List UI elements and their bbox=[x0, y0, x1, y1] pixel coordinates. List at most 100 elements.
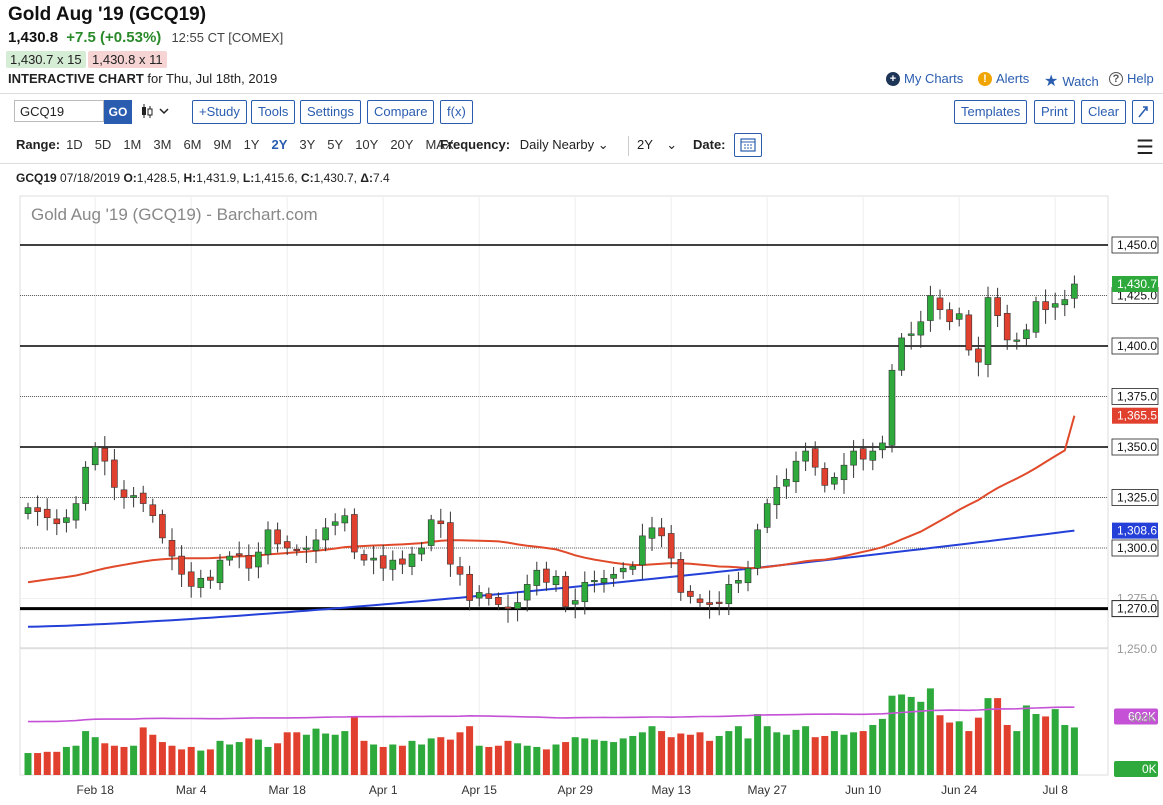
range-5y[interactable]: 5Y bbox=[327, 137, 344, 152]
tools-button[interactable]: Tools bbox=[251, 100, 296, 124]
volume-bar bbox=[235, 742, 243, 775]
volume-bar bbox=[994, 698, 1002, 775]
templates-button[interactable]: Templates bbox=[954, 100, 1028, 124]
ma200-tag: 1,308.6 bbox=[1117, 524, 1157, 538]
candle-body bbox=[360, 554, 368, 561]
volume-bar bbox=[446, 739, 454, 775]
candle-body bbox=[562, 575, 569, 607]
hamburger-menu-icon[interactable]: ☰ bbox=[1136, 137, 1154, 159]
range-1y[interactable]: 1Y bbox=[243, 137, 260, 152]
divider bbox=[0, 163, 1163, 164]
candle-body bbox=[495, 596, 502, 605]
print-button[interactable]: Print bbox=[1034, 100, 1075, 124]
fx-button[interactable]: f(x) bbox=[440, 100, 473, 124]
divider bbox=[0, 93, 1163, 94]
candle-body bbox=[619, 567, 627, 573]
candle-body bbox=[543, 568, 550, 583]
ma200-tag-box bbox=[1112, 522, 1158, 539]
volume-bar bbox=[408, 740, 416, 775]
candle-body bbox=[293, 548, 301, 552]
clear-button[interactable]: Clear bbox=[1081, 100, 1127, 124]
volume-bar bbox=[264, 746, 272, 775]
volume-bar bbox=[168, 745, 176, 775]
x-axis: Feb 18 Mar 4 Mar 18 Apr 1 Apr 15 Apr 29 May 13… bbox=[77, 783, 1069, 797]
calendar-button[interactable] bbox=[734, 133, 762, 157]
candle-body bbox=[274, 529, 281, 545]
volume-bar bbox=[216, 740, 224, 775]
go-button[interactable]: GO bbox=[104, 100, 132, 124]
ohlc-h-label: H: bbox=[183, 171, 197, 185]
settings-button[interactable]: Settings bbox=[300, 100, 361, 124]
candle-body bbox=[283, 541, 291, 549]
volume-bar bbox=[811, 737, 819, 775]
range-2y[interactable]: 2Y bbox=[271, 137, 288, 152]
candles bbox=[24, 275, 1078, 623]
volume-bar bbox=[907, 696, 915, 775]
candle-body bbox=[936, 297, 944, 310]
volume-bar bbox=[1061, 724, 1069, 775]
price-chart[interactable]: Gold Aug '19 (GCQ19) - Barchart.com 1,45… bbox=[0, 188, 1163, 805]
alerts-link[interactable]: ! Alerts bbox=[978, 71, 1029, 86]
volume-bar bbox=[360, 740, 368, 775]
candle-body bbox=[994, 297, 1001, 316]
candle-body bbox=[24, 507, 32, 514]
x-tick-label: Apr 15 bbox=[462, 783, 498, 797]
range-max[interactable]: MAX bbox=[425, 137, 454, 152]
candle-body bbox=[149, 504, 157, 516]
compare-button[interactable]: Compare bbox=[367, 100, 435, 124]
candle-body bbox=[552, 575, 560, 586]
symbol-input[interactable]: GCQ19 bbox=[14, 100, 104, 122]
price-tag bbox=[1111, 539, 1159, 557]
candle-body bbox=[139, 492, 147, 504]
candle-body bbox=[658, 527, 665, 537]
help-link[interactable]: ? Help bbox=[1109, 71, 1154, 86]
period-select[interactable]: 2Y ⌄ bbox=[637, 137, 677, 153]
volume-bar bbox=[754, 714, 762, 775]
frequency-select[interactable]: Frequency: Daily Nearby ⌄ bbox=[440, 137, 609, 153]
range-1m[interactable]: 1M bbox=[123, 137, 142, 152]
volume-bar bbox=[43, 751, 51, 775]
candle-body bbox=[783, 479, 790, 487]
volume-bar bbox=[523, 745, 531, 775]
y-tick-label: 1,250.0 bbox=[1117, 642, 1157, 656]
volume-bar bbox=[946, 722, 954, 775]
range-20y[interactable]: 20Y bbox=[390, 137, 414, 152]
candle-body bbox=[235, 553, 243, 556]
study-button[interactable]: +Study bbox=[192, 100, 247, 124]
ohlc-d-label: Δ: bbox=[360, 171, 373, 185]
my-charts-link[interactable]: + My Charts bbox=[886, 71, 963, 86]
volume-bar bbox=[139, 727, 147, 775]
candle-body bbox=[504, 606, 512, 609]
volume-bar bbox=[581, 738, 589, 775]
volume-zero-label: 0K bbox=[1142, 762, 1157, 776]
candle-body bbox=[581, 582, 589, 603]
range-9m[interactable]: 9M bbox=[213, 137, 232, 152]
expand-button[interactable] bbox=[1132, 100, 1154, 124]
chart-type-selector[interactable] bbox=[140, 102, 172, 125]
candle-body bbox=[821, 468, 829, 486]
candle-body bbox=[466, 573, 473, 601]
volume-bar bbox=[398, 745, 406, 775]
watch-link[interactable]: ★ Watch bbox=[1044, 71, 1099, 91]
volume-bar bbox=[91, 737, 99, 775]
volume-bar bbox=[1003, 724, 1011, 775]
candle-body bbox=[331, 521, 339, 526]
date-label: Date: bbox=[693, 137, 726, 152]
range-3y[interactable]: 3Y bbox=[299, 137, 316, 152]
support-tag: 1,270.0 bbox=[1117, 602, 1157, 616]
range-3m[interactable]: 3M bbox=[153, 137, 172, 152]
frequency-value: Daily Nearby bbox=[519, 137, 595, 152]
range-6m[interactable]: 6M bbox=[183, 137, 202, 152]
volume-bar bbox=[898, 694, 906, 775]
range-5d[interactable]: 5D bbox=[94, 137, 112, 152]
volume-bar bbox=[734, 726, 742, 775]
y-tick-label: 1,400.0 bbox=[1117, 339, 1157, 353]
range-10y[interactable]: 10Y bbox=[355, 137, 379, 152]
volume-ma-line bbox=[28, 706, 1075, 723]
range-1d[interactable]: 1D bbox=[66, 137, 83, 152]
interactive-chart-label: INTERACTIVE CHART for Thu, Jul 18th, 201… bbox=[8, 71, 277, 86]
candle-body bbox=[370, 557, 377, 561]
candle-body bbox=[639, 535, 646, 566]
volume-bar bbox=[331, 734, 339, 775]
candle-body bbox=[82, 466, 89, 504]
